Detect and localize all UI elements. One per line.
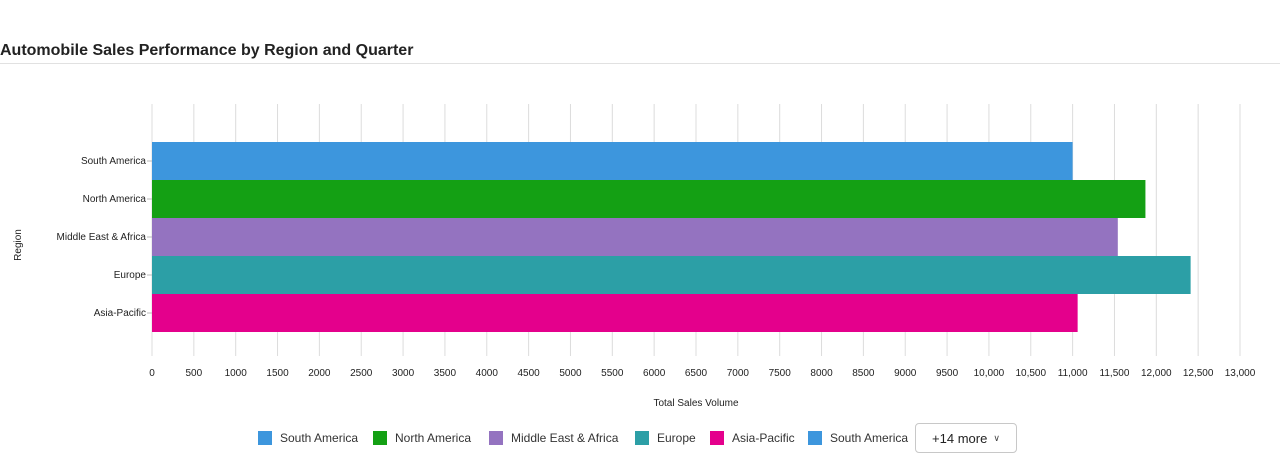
x-tick-label: 2000 — [308, 368, 331, 379]
x-tick-label: 3500 — [434, 368, 457, 379]
legend: South America North America Middle East & … — [0, 423, 1280, 455]
legend-label: North America — [395, 431, 472, 445]
bars — [152, 142, 1191, 332]
x-tick-label: 10,000 — [974, 368, 1005, 379]
x-tick-label: 11,000 — [1058, 368, 1088, 379]
x-tick-label: 12,500 — [1183, 368, 1214, 379]
x-tick-label: 7500 — [769, 368, 792, 379]
x-tick-label: 5000 — [559, 368, 582, 379]
legend-item[interactable]: South America — [258, 423, 358, 453]
legend-item[interactable]: North America — [373, 423, 471, 453]
bar[interactable] — [152, 218, 1118, 256]
x-tick-label: 0 — [149, 368, 155, 379]
legend-swatch — [635, 431, 649, 445]
x-tick-label: 1500 — [266, 368, 289, 379]
x-tick-label: 6500 — [685, 368, 708, 379]
legend-item[interactable]: Asia-Pacific — [710, 423, 795, 453]
legend-label: Middle East & Africa — [511, 431, 619, 445]
y-tick-label: Europe — [114, 270, 147, 281]
x-tick-label: 10,500 — [1015, 368, 1046, 379]
legend-swatch — [373, 431, 387, 445]
bar[interactable] — [152, 294, 1078, 332]
bar[interactable] — [152, 142, 1073, 180]
x-tick-label: 4500 — [517, 368, 540, 379]
legend-label: South America — [280, 431, 359, 445]
legend-item[interactable]: Europe — [635, 423, 696, 453]
x-tick-label: 500 — [186, 368, 203, 379]
y-tick-label: South America — [81, 156, 146, 167]
y-tick-label: North America — [83, 194, 147, 205]
bar[interactable] — [152, 256, 1191, 294]
x-tick-label: 1000 — [225, 368, 248, 379]
legend-more-label: +14 more — [932, 430, 988, 446]
x-tick-label: 4000 — [476, 368, 499, 379]
y-tick-label: Middle East & Africa — [57, 232, 147, 243]
legend-swatch — [258, 431, 272, 445]
bar[interactable] — [152, 180, 1146, 218]
x-tick-label: 8000 — [810, 368, 833, 379]
x-tick-label: 13,000 — [1225, 368, 1256, 379]
legend-label: Asia-Pacific — [732, 431, 795, 445]
x-tick-label: 9000 — [894, 368, 917, 379]
x-tick-label: 12,000 — [1141, 368, 1172, 379]
x-axis-ticks: 0 500 1000 1500 2000 2500 3000 3500 4000 4500 5000… — [149, 368, 1256, 379]
legend-swatch — [710, 431, 724, 445]
legend-label: Europe — [657, 431, 696, 445]
legend-swatch — [489, 431, 503, 445]
chart-title: Automobile Sales Performance by Region a… — [0, 42, 414, 59]
y-axis-ticks: South America North America Middle East & … — [57, 156, 152, 319]
y-axis-title: Region — [13, 229, 24, 261]
legend-more-button[interactable]: +14 more ∨ — [915, 423, 1017, 453]
x-tick-label: 9500 — [936, 368, 959, 379]
x-tick-label: 8500 — [852, 368, 875, 379]
y-tick-label: Asia-Pacific — [94, 308, 146, 319]
bar-chart: 0 500 1000 1500 2000 2500 3000 3500 4000 4500 5000… — [13, 104, 1256, 409]
x-tick-label: 2500 — [350, 368, 373, 379]
x-tick-label: 6000 — [643, 368, 666, 379]
legend-swatch — [808, 431, 822, 445]
title-divider — [0, 63, 1280, 64]
x-tick-label: 7000 — [727, 368, 750, 379]
x-tick-label: 3000 — [392, 368, 415, 379]
legend-item[interactable]: Middle East & Africa — [489, 423, 618, 453]
x-tick-label: 11,500 — [1100, 368, 1130, 379]
x-tick-label: 5500 — [601, 368, 624, 379]
chevron-down-icon: ∨ — [993, 432, 1000, 443]
legend-label: South America — [830, 431, 909, 445]
x-axis-title: Total Sales Volume — [653, 398, 738, 409]
legend-item[interactable]: South America — [808, 423, 908, 453]
